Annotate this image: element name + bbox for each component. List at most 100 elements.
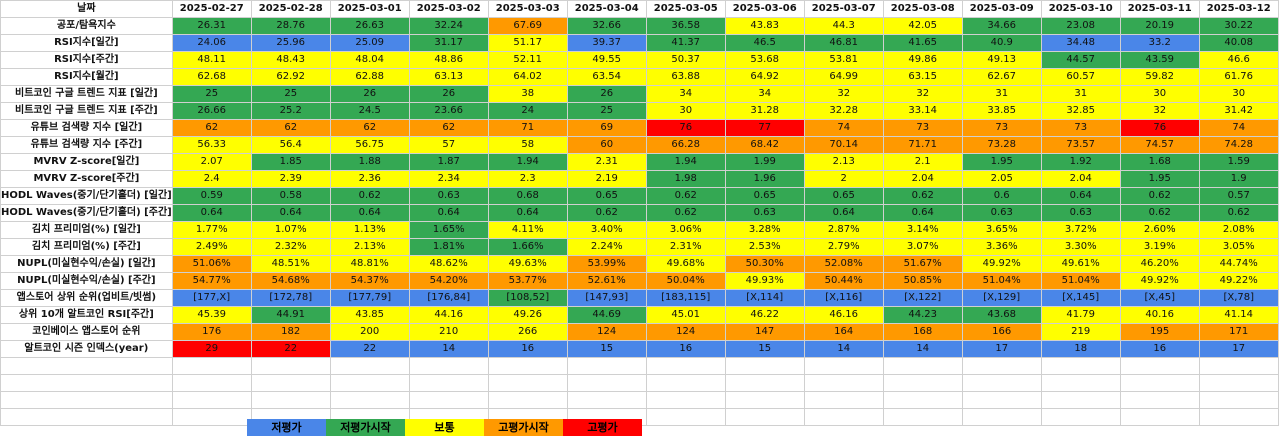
value-cell[interactable]: 0.63 bbox=[1040, 204, 1121, 222]
empty-cell[interactable] bbox=[1040, 374, 1121, 392]
value-cell[interactable]: 50.85% bbox=[882, 272, 963, 290]
value-cell[interactable]: 52.08% bbox=[803, 255, 884, 273]
value-cell[interactable]: 3.06% bbox=[645, 221, 726, 239]
empty-cell[interactable] bbox=[1040, 408, 1121, 426]
value-cell[interactable]: 176 bbox=[171, 323, 252, 341]
value-cell[interactable]: 22 bbox=[250, 340, 331, 358]
empty-cell[interactable] bbox=[329, 357, 410, 375]
value-cell[interactable]: 64.92 bbox=[724, 68, 805, 86]
empty-cell[interactable] bbox=[0, 408, 173, 426]
empty-cell[interactable] bbox=[1119, 374, 1200, 392]
value-cell[interactable]: 64.02 bbox=[487, 68, 568, 86]
row-label-cell[interactable]: 비트코인 구글 트렌드 지표 [주간] bbox=[0, 102, 173, 120]
value-cell[interactable]: 54.20% bbox=[408, 272, 489, 290]
value-cell[interactable]: 0.64 bbox=[329, 204, 410, 222]
value-cell[interactable]: 1.66% bbox=[487, 238, 568, 256]
header-date-cell[interactable]: 2025-03-01 bbox=[329, 0, 410, 18]
value-cell[interactable]: 62 bbox=[171, 119, 252, 137]
value-cell[interactable]: [X,114] bbox=[724, 289, 805, 307]
value-cell[interactable]: 62 bbox=[408, 119, 489, 137]
value-cell[interactable]: 0.62 bbox=[1198, 204, 1279, 222]
empty-cell[interactable] bbox=[1119, 408, 1200, 426]
value-cell[interactable]: 63.88 bbox=[645, 68, 726, 86]
header-date-cell[interactable]: 2025-03-03 bbox=[487, 0, 568, 18]
value-cell[interactable]: 25 bbox=[566, 102, 647, 120]
row-label-cell[interactable]: 김치 프리미엄(%) [주간] bbox=[0, 238, 173, 256]
value-cell[interactable]: 39.37 bbox=[566, 34, 647, 52]
value-cell[interactable]: [X,122] bbox=[882, 289, 963, 307]
empty-cell[interactable] bbox=[724, 391, 805, 409]
empty-cell[interactable] bbox=[961, 408, 1042, 426]
value-cell[interactable]: 43.59 bbox=[1119, 51, 1200, 69]
value-cell[interactable]: 0.62 bbox=[1119, 187, 1200, 205]
value-cell[interactable]: 49.93% bbox=[724, 272, 805, 290]
value-cell[interactable]: 32 bbox=[803, 85, 884, 103]
value-cell[interactable]: 2.39 bbox=[250, 170, 331, 188]
header-date-cell[interactable]: 2025-03-11 bbox=[1119, 0, 1200, 18]
value-cell[interactable]: 50.44% bbox=[803, 272, 884, 290]
value-cell[interactable]: 49.61% bbox=[1040, 255, 1121, 273]
value-cell[interactable]: 44.57 bbox=[1040, 51, 1121, 69]
value-cell[interactable]: 0.63 bbox=[961, 204, 1042, 222]
value-cell[interactable]: 24.5 bbox=[329, 102, 410, 120]
value-cell[interactable]: 0.64 bbox=[803, 204, 884, 222]
header-date-cell[interactable]: 2025-03-12 bbox=[1198, 0, 1279, 18]
value-cell[interactable]: 1.77% bbox=[171, 221, 252, 239]
value-cell[interactable]: 1.99 bbox=[724, 153, 805, 171]
header-date-cell[interactable]: 2025-02-28 bbox=[250, 0, 331, 18]
value-cell[interactable]: 0.63 bbox=[724, 204, 805, 222]
empty-cell[interactable] bbox=[803, 374, 884, 392]
empty-cell[interactable] bbox=[1198, 374, 1279, 392]
value-cell[interactable]: 0.64 bbox=[250, 204, 331, 222]
row-label-cell[interactable]: 알트코인 시즌 인덱스(year) bbox=[0, 340, 173, 358]
value-cell[interactable]: 36.58 bbox=[645, 17, 726, 35]
value-cell[interactable]: 56.75 bbox=[329, 136, 410, 154]
empty-cell[interactable] bbox=[961, 391, 1042, 409]
value-cell[interactable]: 2.53% bbox=[724, 238, 805, 256]
value-cell[interactable]: 52.61% bbox=[566, 272, 647, 290]
value-cell[interactable]: 71 bbox=[487, 119, 568, 137]
value-cell[interactable]: 46.6 bbox=[1198, 51, 1279, 69]
value-cell[interactable]: 34.66 bbox=[961, 17, 1042, 35]
value-cell[interactable]: 62.68 bbox=[171, 68, 252, 86]
value-cell[interactable]: 49.26 bbox=[487, 306, 568, 324]
value-cell[interactable]: 73.57 bbox=[1040, 136, 1121, 154]
empty-cell[interactable] bbox=[487, 391, 568, 409]
value-cell[interactable]: 43.85 bbox=[329, 306, 410, 324]
row-label-cell[interactable]: 유튜브 검색량 지수 [일간] bbox=[0, 119, 173, 137]
empty-cell[interactable] bbox=[882, 391, 963, 409]
value-cell[interactable]: 24 bbox=[487, 102, 568, 120]
value-cell[interactable]: 2.34 bbox=[408, 170, 489, 188]
row-label-cell[interactable]: MVRV Z-score[주간] bbox=[0, 170, 173, 188]
value-cell[interactable]: [108,52] bbox=[487, 289, 568, 307]
value-cell[interactable]: [183,115] bbox=[645, 289, 726, 307]
empty-cell[interactable] bbox=[171, 374, 252, 392]
value-cell[interactable]: 44.74% bbox=[1198, 255, 1279, 273]
value-cell[interactable]: [147,93] bbox=[566, 289, 647, 307]
value-cell[interactable]: 40.08 bbox=[1198, 34, 1279, 52]
value-cell[interactable]: 48.86 bbox=[408, 51, 489, 69]
value-cell[interactable]: 31.28 bbox=[724, 102, 805, 120]
value-cell[interactable]: 33.85 bbox=[961, 102, 1042, 120]
value-cell[interactable]: 44.91 bbox=[250, 306, 331, 324]
value-cell[interactable]: 3.36% bbox=[961, 238, 1042, 256]
value-cell[interactable]: 28.76 bbox=[250, 17, 331, 35]
value-cell[interactable]: 34 bbox=[645, 85, 726, 103]
header-date-cell[interactable]: 2025-03-08 bbox=[882, 0, 963, 18]
value-cell[interactable]: 124 bbox=[645, 323, 726, 341]
value-cell[interactable]: 59.82 bbox=[1119, 68, 1200, 86]
value-cell[interactable]: 69 bbox=[566, 119, 647, 137]
header-date-cell[interactable]: 2025-03-09 bbox=[961, 0, 1042, 18]
value-cell[interactable]: 63.54 bbox=[566, 68, 647, 86]
value-cell[interactable]: 42.05 bbox=[882, 17, 963, 35]
value-cell[interactable]: 1.65% bbox=[408, 221, 489, 239]
empty-cell[interactable] bbox=[645, 408, 726, 426]
empty-cell[interactable] bbox=[0, 374, 173, 392]
value-cell[interactable]: 0.65 bbox=[803, 187, 884, 205]
value-cell[interactable]: 71.71 bbox=[882, 136, 963, 154]
value-cell[interactable]: 26 bbox=[408, 85, 489, 103]
row-label-cell[interactable]: 코인베이스 앱스토어 순위 bbox=[0, 323, 173, 341]
value-cell[interactable]: 49.55 bbox=[566, 51, 647, 69]
value-cell[interactable]: 32.85 bbox=[1040, 102, 1121, 120]
empty-cell[interactable] bbox=[803, 408, 884, 426]
